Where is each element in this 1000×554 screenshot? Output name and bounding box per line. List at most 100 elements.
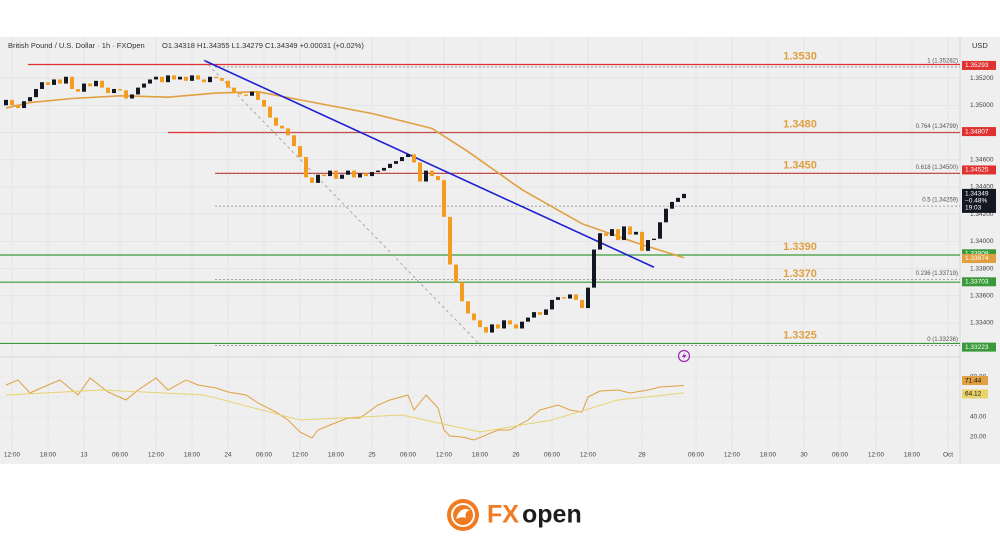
candle-body: [424, 170, 428, 182]
candle-body: [244, 94, 248, 96]
candle-body: [370, 171, 374, 177]
fib-label: 0.236 (1.33719): [916, 271, 958, 277]
x-tick-label: 12:00: [436, 452, 453, 459]
candle-body: [124, 90, 128, 99]
price-tag-label: 1.33874: [965, 255, 989, 262]
candle-body: [658, 222, 662, 239]
candle-body: [442, 180, 446, 217]
candle-body: [346, 170, 350, 175]
candle-body: [10, 99, 14, 106]
candle-body: [562, 297, 566, 299]
current-price-tag: [962, 188, 996, 213]
candle-body: [340, 174, 344, 179]
price-tag: [962, 249, 996, 259]
candle-body: [148, 79, 152, 84]
candle-body: [40, 82, 44, 89]
x-tick-label: 06:00: [832, 452, 849, 459]
chart-title: British Pound / U.S. Dollar · 1h · FXOpe…: [8, 41, 145, 50]
candle-body: [418, 162, 422, 182]
y-tick-label: 1.35000: [970, 102, 994, 109]
price-tag: [962, 254, 996, 264]
brand-logo: FX open: [447, 499, 582, 531]
candle-body: [70, 76, 74, 89]
candle-body: [34, 88, 38, 98]
x-tick-label: Oct: [943, 452, 953, 459]
candle-body: [220, 78, 224, 81]
price-tag-label: 1.33703: [965, 279, 989, 286]
candle-body: [142, 83, 146, 88]
candle-body: [406, 154, 410, 158]
candle-body: [322, 174, 326, 177]
candle-body: [652, 238, 656, 241]
candle-body: [208, 76, 212, 83]
x-tick-label: 18:00: [904, 452, 921, 459]
candle-body: [256, 91, 260, 100]
moving-average: [5, 90, 685, 259]
x-tick-label: 18:00: [472, 452, 489, 459]
candle-body: [670, 201, 674, 209]
candle-body: [604, 233, 608, 236]
x-tick-label: 18:00: [760, 452, 777, 459]
level-label: 1.3450: [783, 159, 817, 171]
candle-body: [508, 320, 512, 325]
candle-body: [280, 125, 284, 129]
x-tick-label: 30: [800, 452, 808, 459]
candle-body: [214, 76, 218, 79]
alert-icon[interactable]: [677, 349, 691, 363]
candle-body: [226, 80, 230, 88]
candle-body: [250, 91, 254, 96]
y-tick-label: 1.33400: [970, 320, 994, 327]
y-tick-label: 1.34000: [970, 238, 994, 245]
rsi-tick-label: 40.00: [970, 414, 987, 421]
candle-body: [154, 76, 158, 80]
price-tag: [962, 165, 996, 175]
chart-background: [0, 37, 1000, 464]
candle-body: [364, 173, 368, 177]
candle-body: [388, 163, 392, 168]
price-tag-label: 1.34525: [965, 167, 989, 174]
candle-body: [196, 75, 200, 80]
plot: 12:00 18:00 13 06:00 12:00 18:00 24 06:00 12:00 1…: [0, 37, 996, 459]
level-label: 1.3325: [783, 329, 817, 341]
x-tick-label: 06:00: [544, 452, 561, 459]
x-tick-label: 12:00: [868, 452, 885, 459]
x-tick-label: 18:00: [40, 452, 57, 459]
candle-body: [268, 106, 272, 118]
candle-body: [76, 88, 80, 92]
x-tick-label: 06:00: [112, 452, 129, 459]
candle-body: [4, 99, 8, 106]
y-tick-label: 1.33800: [970, 265, 994, 272]
candle-body: [664, 208, 668, 223]
candle-body: [94, 80, 98, 87]
y-tick-label: 1.34200: [970, 211, 994, 218]
candle-body: [52, 79, 56, 85]
price-tag-label: 1.33223: [965, 344, 989, 351]
candle-body: [526, 317, 530, 322]
candle-body: [190, 75, 194, 81]
candle-body: [544, 309, 548, 315]
candle-body: [382, 167, 386, 171]
candle-body: [682, 193, 686, 199]
rsi-tag-label: 64.12: [965, 391, 982, 398]
brand-open: open: [522, 501, 582, 529]
candle-body: [622, 226, 626, 241]
fib-label: 1 (1.35282): [927, 59, 958, 65]
candle-body: [304, 157, 308, 178]
candle-body: [238, 93, 242, 95]
candle-body: [298, 146, 302, 158]
x-tick-label: 12:00: [148, 452, 165, 459]
candle-body: [400, 157, 404, 162]
candle-body: [46, 82, 50, 85]
candle-body: [580, 299, 584, 309]
candle-body: [316, 174, 320, 183]
candle-body: [574, 294, 578, 300]
candle-body: [100, 80, 104, 88]
candle-body: [16, 105, 20, 109]
x-tick-label: 18:00: [184, 452, 201, 459]
x-tick-label: 25: [368, 452, 376, 459]
candle-body: [262, 99, 266, 107]
candle-body: [616, 229, 620, 241]
candle-body: [166, 75, 170, 83]
candle-body: [568, 294, 572, 299]
